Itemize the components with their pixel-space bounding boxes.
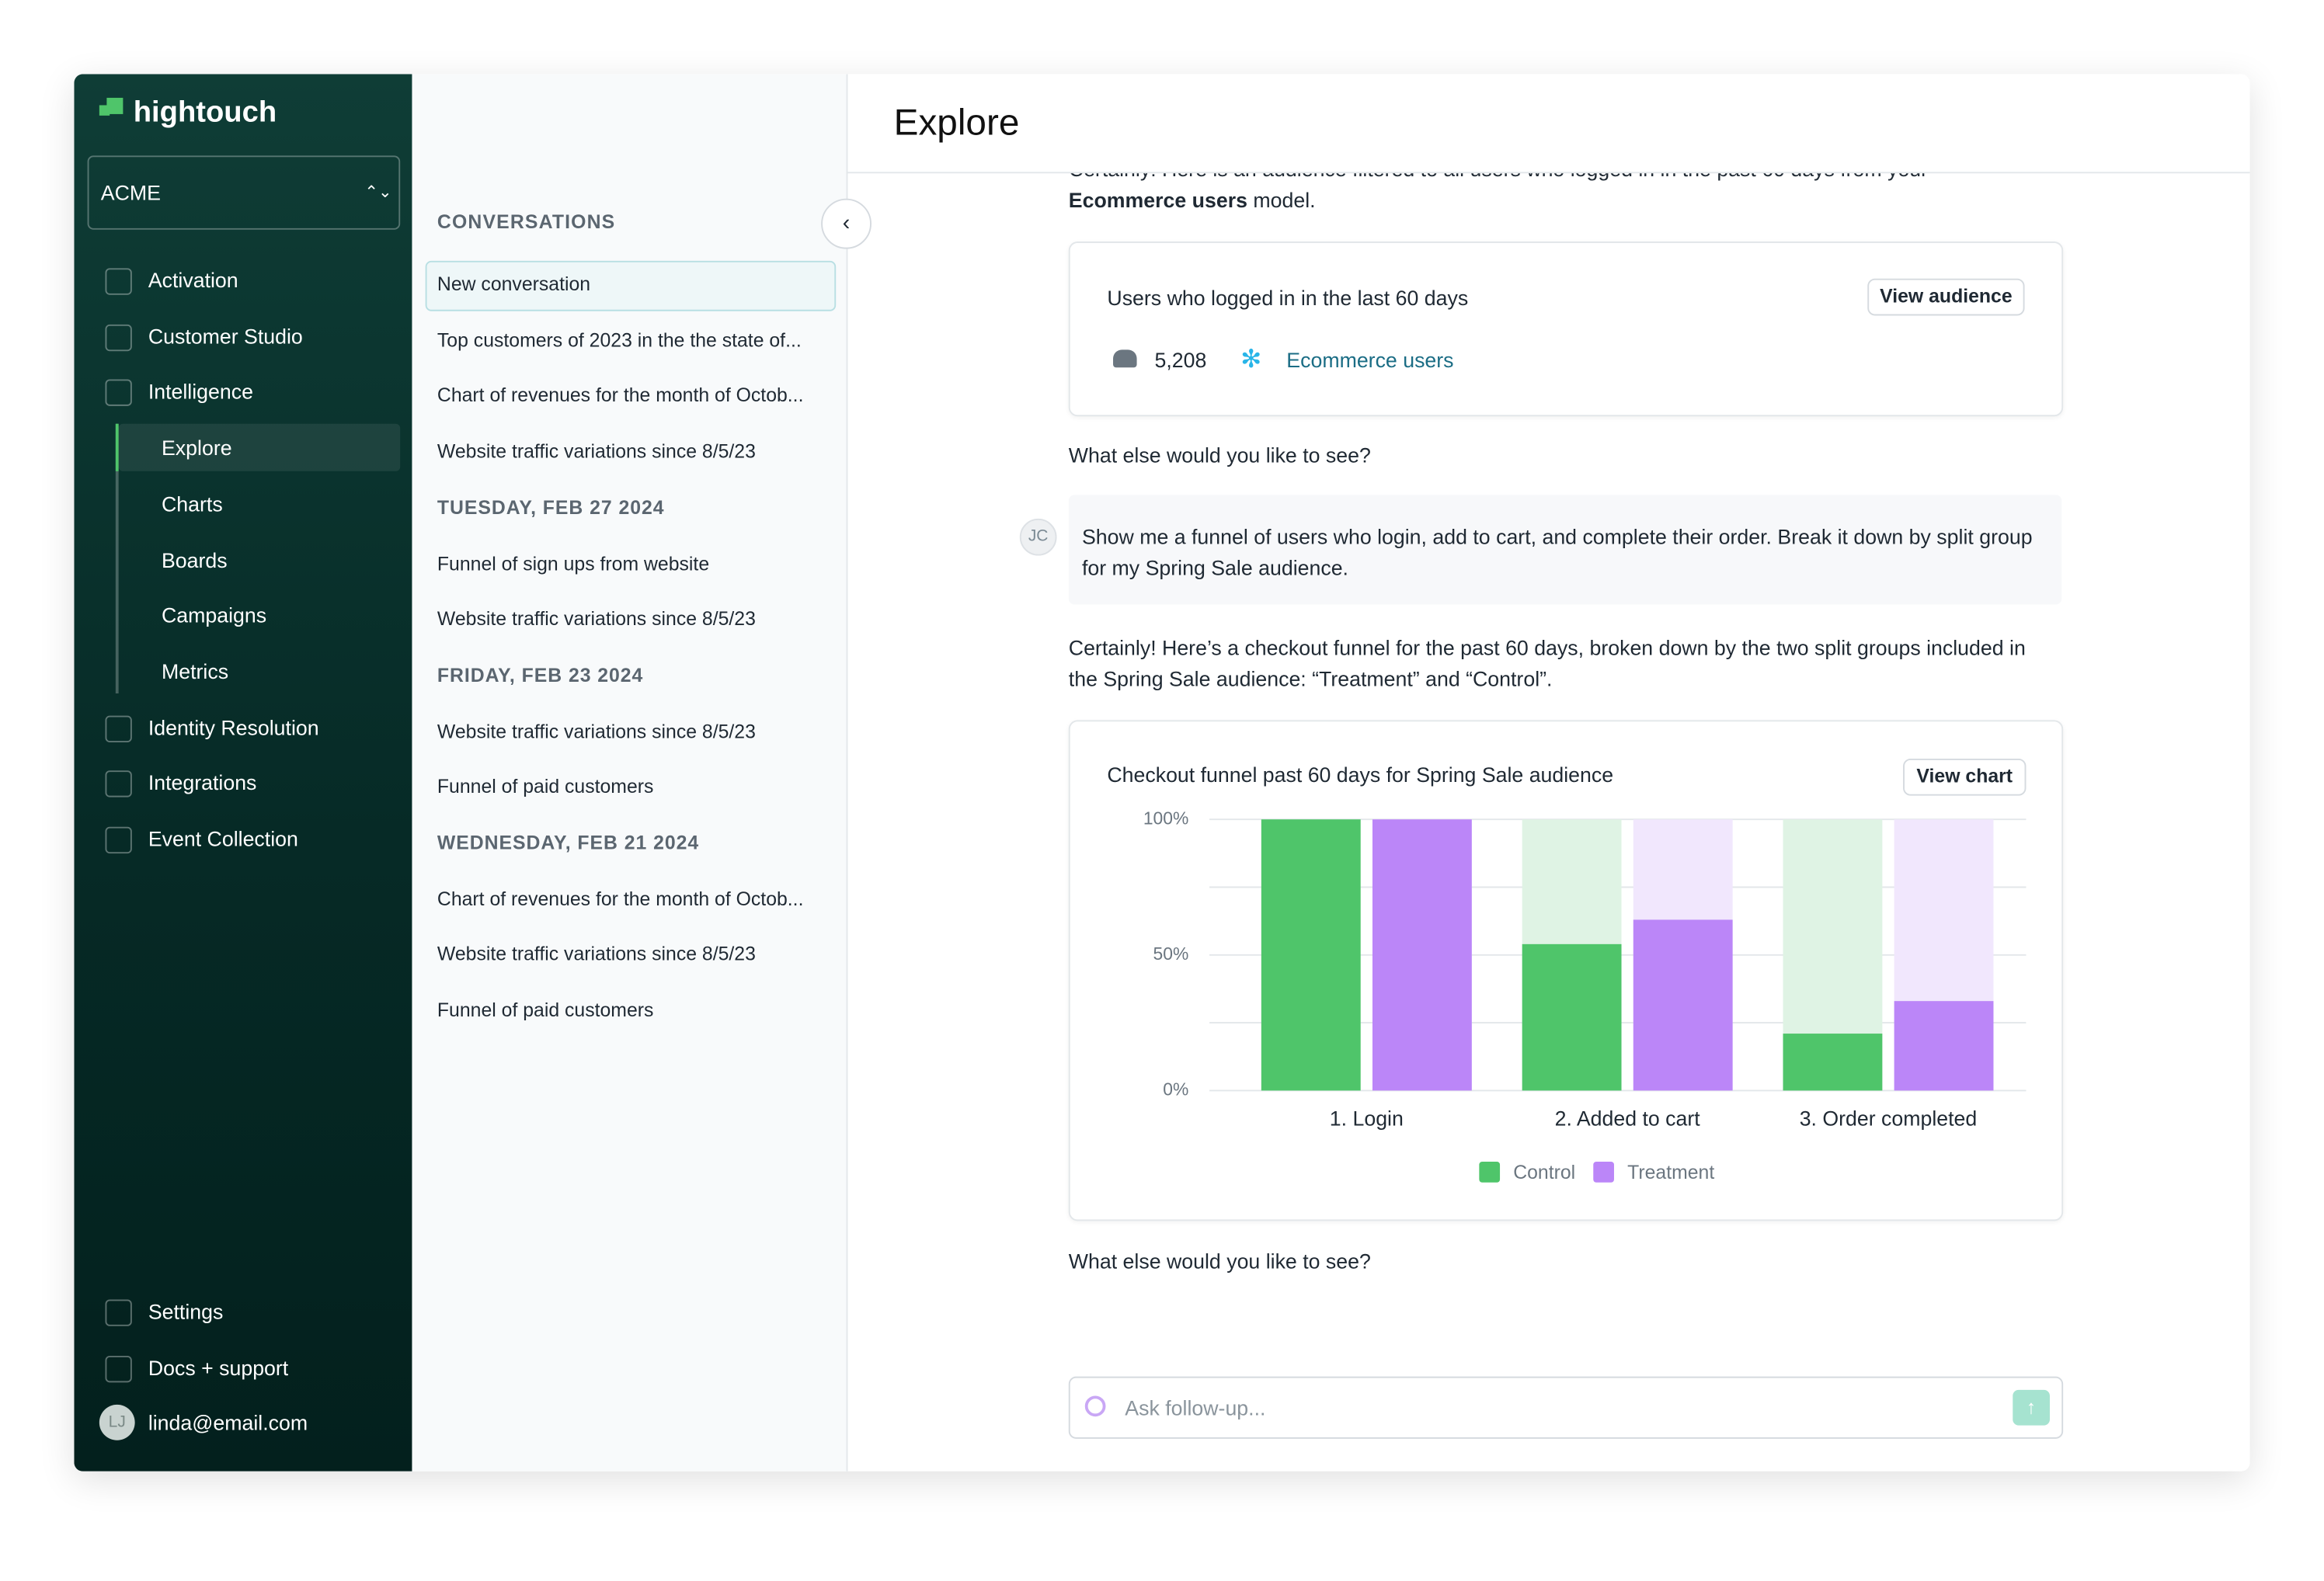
conversation-item[interactable]: Website traffic variations since 8/5/23 [437,440,756,463]
thread: Certainly! Here is an audience filtered … [847,173,2250,1472]
assistant-answer: Certainly! Here’s a checkout funnel for … [1068,635,2026,691]
nav-item[interactable]: Customer Studio [148,324,303,348]
date-heading: TUESDAY, FEB 27 2024 [437,495,665,519]
view-chart-button[interactable]: View chart [1903,758,2027,796]
bar [1894,1001,1994,1091]
legend-label: Treatment [1627,1162,1714,1183]
date-heading: FRIDAY, FEB 23 2024 [437,663,644,686]
subnav-item[interactable]: Campaigns [161,603,267,627]
date-heading: WEDNESDAY, FEB 21 2024 [437,831,700,854]
sidebar: hightouch ACME ⌃⌄ Activation Customer Stu… [74,74,412,1472]
main-panel: Explore Certainly! Here is an audience f… [846,74,2250,1472]
conversation-item[interactable]: Website traffic variations since 8/5/23 [437,719,756,742]
x-tick-label: 1. Login [1330,1107,1404,1131]
bar [1261,819,1361,1091]
nav-item[interactable]: Identity Resolution [148,714,319,739]
conversations-heading: CONVERSATIONS [437,210,616,233]
intro-bold: Ecommerce users [1068,188,1247,212]
bar [1633,919,1733,1091]
bar [1372,819,1472,1091]
legend-swatch [1593,1161,1614,1183]
workspace-name: ACME [100,180,161,205]
page-title: Explore [893,102,1020,144]
nav-icon [105,1355,132,1382]
nav-icon [105,1299,132,1326]
conversation-item[interactable]: Top customers of 2023 in the the state o… [437,328,802,351]
bar [1783,1034,1883,1091]
nav-icon [105,714,132,742]
assistant-prompt: What else would you like to see? [1068,443,1371,467]
audience-model[interactable]: Ecommerce users [1286,348,1454,372]
subnav-item[interactable]: Explore [161,436,232,460]
x-tick-label: 2. Added to cart [1555,1107,1701,1131]
funnel-chart: Checkout funnel past 60 days for Spring … [1107,763,2027,1183]
conversation-item[interactable]: Funnel of paid customers [437,775,654,798]
conversation-item[interactable]: Website traffic variations since 8/5/23 [437,943,756,965]
user-message-bg [1068,495,2062,605]
header-divider [846,172,2250,174]
follow-up-input[interactable]: Ask follow-up... ↑ [1068,1376,2064,1439]
conversation-item[interactable]: Funnel of sign ups from website [437,551,710,575]
conversation-item[interactable]: New conversation [437,273,591,295]
nav-icon [105,324,132,351]
conversations-panel: CONVERSATIONS ‹ New conversation Top cust… [412,74,872,1472]
bar [1522,943,1622,1091]
nav-item[interactable]: Event Collection [148,826,298,851]
legend-swatch [1479,1161,1501,1183]
logo-mark [106,97,124,114]
intro-text: Certainly! Here is an audience filtered … [1069,173,1928,181]
chart-title: Checkout funnel past 60 days for Spring … [1107,763,1613,787]
nav-item[interactable]: Docs + support [148,1355,289,1379]
active-nav-bg [118,423,401,471]
conversation-item[interactable]: Chart of revenues for the month of Octob… [437,384,804,407]
collapse-button[interactable]: ‹ [821,198,872,249]
ai-icon [1084,1395,1106,1417]
window: hightouch ACME ⌃⌄ Activation Customer Stu… [74,74,2250,1472]
subnav-item[interactable]: Boards [161,547,228,572]
nav-icon [105,380,132,407]
user-avatar: JC [1019,518,1057,556]
x-tick-label: 3. Order completed [1800,1107,1978,1131]
view-audience-button[interactable]: View audience [1867,278,2025,316]
y-tick-label: 100% [1143,808,1189,828]
conversation-item[interactable]: Funnel of paid customers [437,999,654,1021]
audience-title: Users who logged in in the last 60 days [1107,286,1469,310]
assistant-prompt: What else would you like to see? [1068,1249,1371,1273]
workspace-select[interactable]: ACME ⌃⌄ [87,155,401,230]
send-button[interactable]: ↑ [2013,1389,2050,1426]
nav-item[interactable]: Integrations [148,770,257,795]
nav-item[interactable]: Settings [148,1299,224,1323]
brand: hightouch [133,96,277,130]
subnav-item[interactable]: Charts [161,492,223,516]
nav-item[interactable]: Activation [148,268,238,292]
user-email[interactable]: linda@email.com [148,1411,308,1435]
legend-label: Control [1513,1162,1575,1183]
subnav-item[interactable]: Metrics [161,658,229,683]
chart-card: View chart Checkout funnel past 60 days f… [1068,720,2064,1221]
active-conversation-bg [425,260,837,311]
y-tick-label: 0% [1163,1079,1188,1099]
nav-icon [105,826,132,854]
audience-card: Users who logged in in the last 60 days V… [1068,241,2064,417]
input-placeholder: Ask follow-up... [1125,1395,1266,1420]
select-arrows: ⌃⌄ [364,183,392,202]
user-message: Show me a funnel of users who login, add… [1081,524,2033,580]
intro-text: Certainly! Here is an audience filtered … [1069,173,2017,216]
conversation-item[interactable]: Website traffic variations since 8/5/23 [437,607,756,631]
nav-item[interactable]: Intelligence [148,380,253,404]
nav-icon [105,268,132,295]
conversation-item[interactable]: Chart of revenues for the month of Octob… [437,887,804,910]
people-icon [1113,349,1137,368]
audience-count: 5,208 [1154,348,1207,372]
y-tick-label: 50% [1153,943,1189,964]
snowflake-icon: ✻ [1240,345,1262,374]
active-nav-marker [115,423,119,471]
nav-icon [105,770,132,798]
intro-end: model. [1253,188,1316,212]
user-avatar: LJ [99,1405,135,1441]
subnav-rail [115,423,119,694]
